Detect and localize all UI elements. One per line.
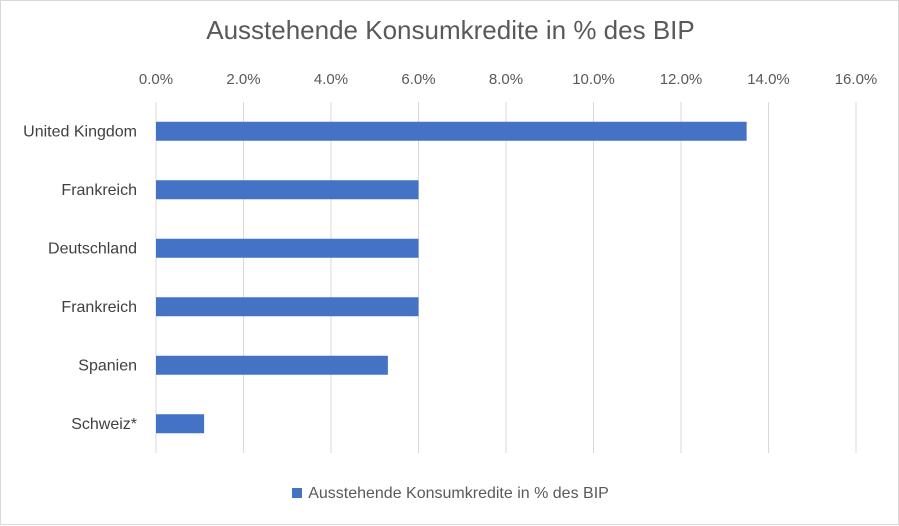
bar [156, 238, 419, 258]
category-label: Deutschland [48, 240, 137, 257]
category-label: Frankreich [61, 182, 137, 199]
x-tick-label: 0.0% [139, 71, 173, 88]
category-label: Schweiz* [71, 416, 137, 433]
bar [156, 180, 419, 200]
bar [156, 355, 388, 375]
legend-label: Ausstehende Konsumkredite in % des BIP [308, 485, 609, 502]
x-tick-label: 12.0% [660, 71, 703, 88]
chart-legend: Ausstehende Konsumkredite in % des BIP [1, 485, 899, 503]
x-tick-label: 2.0% [226, 71, 260, 88]
x-tick-label: 10.0% [572, 71, 615, 88]
x-tick-label: 16.0% [835, 71, 878, 88]
bar [156, 297, 419, 317]
bar [156, 414, 205, 434]
x-tick-label: 4.0% [314, 71, 348, 88]
category-label: Frankreich [61, 299, 137, 316]
category-label: Spanien [78, 357, 137, 374]
x-tick-label: 6.0% [401, 71, 435, 88]
chart-title: Ausstehende Konsumkredite in % des BIP [206, 15, 695, 45]
category-label: United Kingdom [23, 123, 137, 140]
bar [156, 121, 747, 141]
x-tick-label: 8.0% [489, 71, 523, 88]
legend-swatch [292, 488, 303, 498]
x-tick-label: 14.0% [747, 71, 790, 88]
